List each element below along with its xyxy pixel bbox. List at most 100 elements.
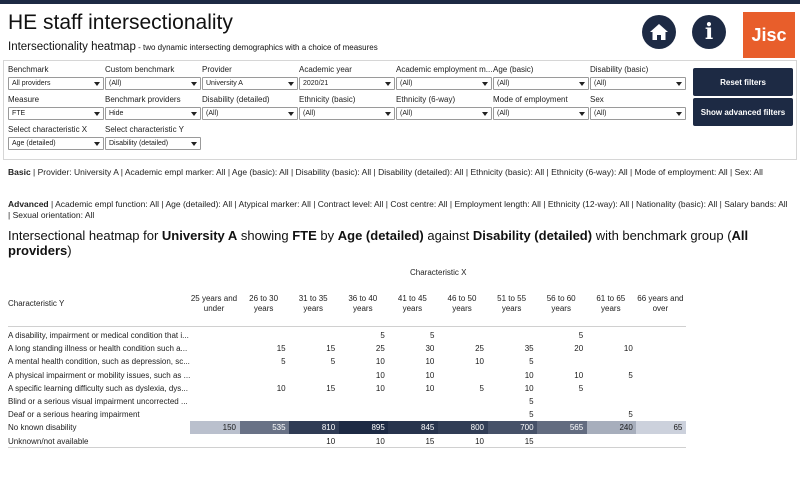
heatmap-cell[interactable]: 10	[375, 436, 385, 446]
heatmap-cell[interactable]: 845	[388, 421, 439, 435]
filter-dropdown[interactable]: 2020/21	[299, 77, 395, 90]
filter-dropdown[interactable]: (All)	[493, 107, 589, 120]
heatmap-cell[interactable]: 20	[574, 344, 584, 354]
heatmap-cell[interactable]: 10	[475, 436, 484, 446]
heading-text: Intersectional heatmap for	[8, 228, 162, 243]
filter-dropdown[interactable]: Disability (detailed)	[105, 137, 201, 150]
heatmap-cell[interactable]: 810	[289, 421, 340, 435]
page-subtitle: Intersectionality heatmap - two dynamic …	[8, 41, 378, 53]
filter-dropdown[interactable]: (All)	[396, 107, 492, 120]
filter-label: Select characteristic X	[8, 125, 88, 134]
heading-benchmark: All providers	[8, 228, 749, 258]
heatmap-cell[interactable]: 10	[623, 344, 633, 354]
heatmap-cell[interactable]: 10	[524, 383, 534, 393]
heatmap-cell[interactable]: 25	[475, 344, 484, 354]
filter-group: Age (basic) (All)	[493, 64, 589, 90]
column-header: 56 to 60 years	[546, 294, 576, 313]
filter-group: Academic year 2020/21	[299, 64, 395, 90]
heatmap-cell[interactable]: 240	[586, 421, 637, 435]
filter-label: Mode of employment	[493, 95, 568, 104]
filter-group: Measure FTE	[8, 94, 104, 120]
heatmap-cell[interactable]: 15	[276, 344, 286, 354]
heatmap-cell[interactable]: 535	[239, 421, 290, 435]
filter-group: Provider University A	[202, 64, 298, 90]
column-header: 25 years and under	[190, 294, 238, 313]
filter-label: Measure	[8, 95, 40, 104]
filter-dropdown[interactable]: (All)	[590, 77, 686, 90]
heatmap-cell[interactable]: 15	[326, 344, 336, 354]
heatmap-cell[interactable]: 10	[326, 436, 336, 446]
heatmap-cell[interactable]: 10	[425, 383, 435, 393]
heatmap-cell[interactable]: 65	[636, 421, 687, 435]
heatmap-cell[interactable]: 35	[524, 344, 534, 354]
heatmap-cell[interactable]: 5	[529, 410, 534, 420]
heatmap-cell[interactable]: 5	[380, 331, 385, 340]
advanced-summary-label: Advanced	[8, 199, 49, 209]
heatmap-cell[interactable]: 10	[425, 357, 435, 367]
heatmap-cell[interactable]: 5	[578, 383, 584, 393]
heatmap-cell[interactable]: 10	[375, 370, 385, 380]
filter-dropdown[interactable]: University A	[202, 77, 298, 90]
heatmap-cell[interactable]: 10	[524, 370, 534, 380]
column-header: 66 years and over	[637, 294, 684, 313]
filter-dropdown[interactable]: FTE	[8, 107, 104, 120]
filter-dropdown[interactable]: (All)	[396, 77, 492, 90]
filter-dropdown[interactable]: (All)	[493, 77, 589, 90]
filter-dropdown[interactable]: (All)	[299, 107, 395, 120]
heatmap-cell[interactable]: 10	[475, 357, 484, 367]
heatmap-cell[interactable]: 700	[487, 421, 538, 435]
row-label: Unknown/not available	[8, 436, 89, 446]
filter-dropdown[interactable]: Hide	[105, 107, 201, 120]
heatmap-cell[interactable]: 10	[276, 383, 286, 393]
filter-group: Custom benchmark (All)	[105, 64, 201, 90]
filter-label: Academic employment m...	[396, 65, 492, 74]
column-header: 46 to 50 years	[447, 294, 477, 313]
x-axis-label: Characteristic X	[410, 268, 467, 277]
heatmap-cell[interactable]: 800	[438, 421, 488, 435]
heatmap-cell[interactable]: 10	[425, 370, 435, 380]
heatmap-cell[interactable]: 10	[574, 370, 584, 380]
filter-group: Ethnicity (6-way) (All)	[396, 94, 492, 120]
reset-filters-button[interactable]: Reset filters	[693, 68, 793, 96]
row-label: No known disability	[8, 423, 77, 433]
heatmap-cell[interactable]: 5	[628, 410, 633, 420]
heatmap-cell[interactable]: 5	[429, 331, 435, 340]
heatmap-cell[interactable]: 5	[330, 357, 336, 367]
filter-group: Benchmark All providers	[8, 64, 104, 90]
filter-label: Age (basic)	[493, 65, 534, 74]
heading-measure: FTE	[292, 228, 317, 243]
heatmap-cell[interactable]: 150	[190, 421, 240, 435]
column-header: 41 to 45 years	[397, 294, 427, 313]
heatmap-cell[interactable]: 25	[375, 344, 385, 354]
home-button[interactable]	[642, 15, 676, 49]
heatmap-cell[interactable]: 5	[529, 357, 534, 367]
heatmap-cell[interactable]: 895	[338, 421, 389, 435]
filter-label: Benchmark providers	[105, 95, 181, 104]
heatmap-cell[interactable]: 5	[628, 370, 633, 380]
header-divider	[8, 326, 686, 327]
heatmap-cell[interactable]: 565	[537, 421, 588, 435]
row-label: A mental health condition, such as depre…	[8, 357, 190, 367]
heading-provider: University A	[161, 228, 238, 243]
heatmap-cell[interactable]: 10	[375, 357, 385, 367]
column-header: 36 to 40 years	[348, 294, 378, 313]
filter-dropdown[interactable]: (All)	[590, 107, 686, 120]
heatmap-cell[interactable]: 5	[578, 331, 584, 340]
show-advanced-filters-button[interactable]: Show advanced filters	[693, 98, 793, 126]
heatmap-cell[interactable]: 5	[479, 383, 484, 393]
heatmap-cell[interactable]: 30	[425, 344, 435, 354]
advanced-filter-summary: Advanced | Academic empl function: All |…	[8, 199, 788, 221]
heatmap-cell[interactable]: 5	[281, 357, 286, 367]
heatmap-cell[interactable]: 15	[326, 383, 336, 393]
heatmap-heading: Intersectional heatmap for University A …	[8, 228, 788, 258]
filter-dropdown[interactable]: (All)	[105, 77, 201, 90]
filter-dropdown[interactable]: (All)	[202, 107, 298, 120]
heatmap-cell[interactable]: 15	[425, 436, 435, 446]
heatmap-cell[interactable]: 10	[375, 383, 385, 393]
filter-label: Disability (basic)	[590, 65, 649, 74]
filter-dropdown[interactable]: Age (detailed)	[8, 137, 104, 150]
info-button[interactable]: i	[692, 15, 726, 49]
filter-dropdown[interactable]: All providers	[8, 77, 104, 90]
heatmap-cell[interactable]: 15	[524, 436, 534, 446]
heatmap-cell[interactable]: 5	[529, 397, 534, 406]
